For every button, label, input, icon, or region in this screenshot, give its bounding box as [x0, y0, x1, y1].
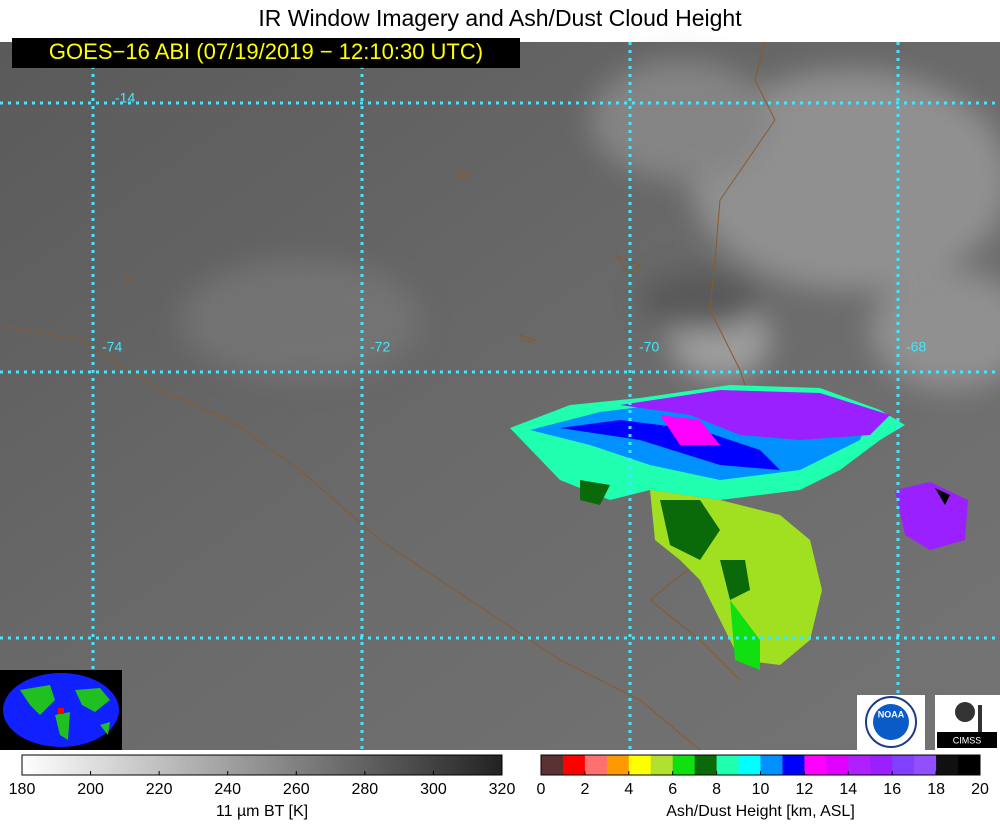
color-swatch [804, 755, 827, 775]
grid-label: -74 [102, 339, 122, 355]
color-swatch [628, 755, 652, 775]
color-swatch [541, 755, 564, 775]
tick-label: 240 [214, 781, 241, 798]
tick-label: 280 [352, 781, 379, 798]
tick-label: 2 [580, 781, 589, 798]
color-swatch [848, 755, 871, 775]
logo-text: CIMSS [953, 735, 982, 745]
title: IR Window Imagery and Ash/Dust Cloud Hei… [258, 5, 742, 31]
color-swatch [760, 755, 783, 775]
color-swatch [892, 755, 915, 775]
cimss-logo: CIMSS [935, 695, 1000, 750]
tick-label: 4 [624, 781, 633, 798]
color-swatch [650, 755, 674, 775]
tick-label: 6 [668, 781, 677, 798]
tick-label: 200 [77, 781, 104, 798]
tick-label: 12 [796, 781, 814, 798]
colorbars: 180 200 220 240 260 280 300 320 11 µm BT [K] 0 2 4 6… [9, 754, 989, 820]
color-swatch [914, 755, 937, 775]
timestamp: GOES−16 ABI (07/19/2019 − 12:10:30 UTC) [49, 39, 483, 64]
tick-label: 220 [146, 781, 173, 798]
color-swatch [672, 755, 696, 775]
color-swatch [694, 755, 718, 775]
color-swatch [584, 755, 608, 775]
color-swatch [958, 755, 981, 775]
tick-label: 14 [839, 781, 857, 798]
tick-label: 260 [283, 781, 310, 798]
tick-label: 320 [489, 781, 516, 798]
grid-label: -14 [115, 90, 135, 106]
grid-label: -72 [370, 339, 390, 355]
timestamp-box [12, 38, 520, 68]
ash-plume [510, 385, 968, 670]
colorbar [22, 755, 502, 775]
colorbar-label: Ash/Dust Height [km, ASL] [666, 803, 855, 820]
noaa-logo: NOAA [857, 695, 925, 750]
color-swatch [716, 755, 740, 775]
globe-inset [0, 670, 122, 750]
color-swatch [562, 755, 586, 775]
colorbar-frame [21, 754, 503, 776]
tick-label: 18 [927, 781, 945, 798]
color-swatch [826, 755, 849, 775]
color-swatch [606, 755, 630, 775]
logo-text: NOAA [878, 709, 905, 719]
tick-label: 10 [752, 781, 770, 798]
tick-label: 20 [971, 781, 989, 798]
color-swatch [782, 755, 805, 775]
tick-label: 16 [883, 781, 901, 798]
color-swatch [870, 755, 893, 775]
tick-label: 180 [9, 781, 36, 798]
grid-label: -68 [906, 339, 926, 355]
color-swatch [936, 755, 959, 775]
grid-label: -70 [639, 339, 659, 355]
tick-label: 0 [537, 781, 546, 798]
color-swatch [738, 755, 761, 775]
tick-label: 8 [712, 781, 721, 798]
colorbar-label: 11 µm BT [K] [216, 803, 308, 820]
map: -14 -74 -72 -70 -68 GOES−16 ABI (07/19/2… [0, 38, 1000, 751]
tick-label: 300 [420, 781, 447, 798]
